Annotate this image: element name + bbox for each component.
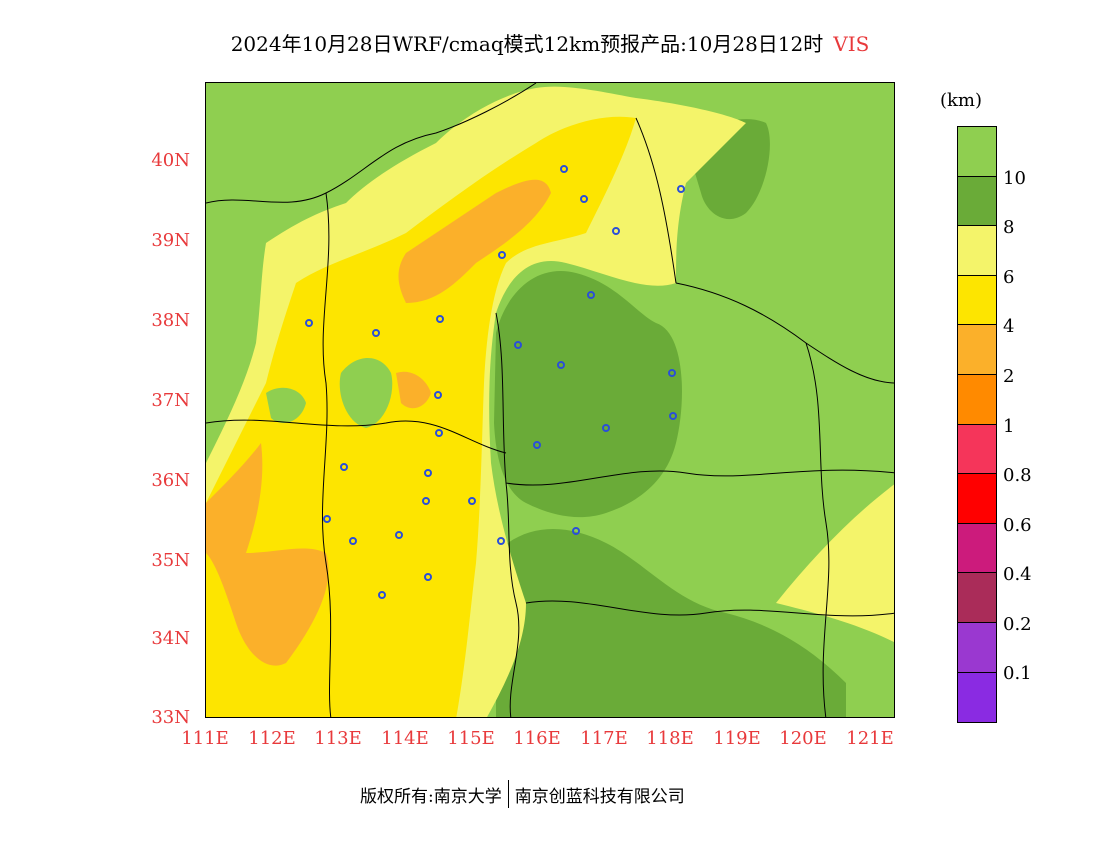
lon-label-118e: 118E: [646, 728, 694, 749]
city-marker: [514, 341, 522, 349]
lon-label-117e: 117E: [580, 728, 628, 749]
footer-divider: [507, 780, 509, 808]
region-vis-8-10-south: [496, 529, 846, 717]
lat-label-39n: 39N: [151, 230, 190, 251]
city-marker: [424, 469, 432, 477]
legend-label-2: 2: [1003, 366, 1015, 387]
legend-swatch-7: [958, 474, 996, 524]
city-marker: [580, 195, 588, 203]
city-marker: [612, 227, 620, 235]
city-marker: [668, 369, 676, 377]
city-marker: [434, 391, 442, 399]
colorbar: [957, 126, 997, 724]
lon-label-113e: 113E: [314, 728, 362, 749]
lat-label-37n: 37N: [151, 390, 190, 411]
city-marker: [378, 591, 386, 599]
lon-label-111e: 111E: [181, 728, 229, 749]
legend-swatch-0: [958, 127, 996, 177]
city-marker: [498, 251, 506, 259]
lon-label-119e: 119E: [713, 728, 761, 749]
legend-swatch-2: [958, 226, 996, 276]
lon-label-115e: 115E: [447, 728, 495, 749]
legend-label-0-4: 0.4: [1003, 564, 1032, 585]
legend-label-10: 10: [1003, 168, 1026, 189]
visibility-map: [205, 82, 895, 718]
map-title: 2024年10月28日WRF/cmaq模式12km预报产品:10月28日12时 V…: [0, 28, 1100, 57]
legend-swatch-10: [958, 622, 996, 673]
city-marker: [424, 573, 432, 581]
legend-label-8: 8: [1003, 217, 1015, 238]
legend-label-0-6: 0.6: [1003, 515, 1032, 536]
legend-swatch-11: [958, 672, 996, 723]
legend-label-0-8: 0.8: [1003, 465, 1032, 486]
legend-swatch-6: [958, 424, 996, 475]
city-marker: [305, 319, 313, 327]
city-marker: [340, 463, 348, 471]
lat-label-36n: 36N: [151, 470, 190, 491]
city-marker: [587, 291, 595, 299]
legend-unit: (km): [940, 90, 983, 111]
legend-swatch-4: [958, 325, 996, 375]
city-marker: [323, 515, 331, 523]
city-markers: [305, 165, 685, 599]
region-vis-gt10-pocket-2: [266, 387, 306, 423]
region-vis-2-4-north: [398, 179, 551, 303]
city-marker: [435, 429, 443, 437]
city-marker: [395, 531, 403, 539]
lon-label-114e: 114E: [381, 728, 429, 749]
region-vis-6-8-east: [776, 484, 894, 643]
lon-label-121e: 121E: [846, 728, 894, 749]
legend-swatch-8: [958, 523, 996, 574]
region-vis-8-10-central: [494, 271, 682, 518]
boundaries: [206, 83, 894, 717]
visibility-map-canvas: [206, 83, 894, 717]
city-marker: [372, 329, 380, 337]
region-vis-2-4-west: [206, 443, 329, 666]
city-marker: [533, 441, 541, 449]
legend-label-6: 6: [1003, 267, 1015, 288]
legend-swatch-1: [958, 176, 996, 227]
lat-label-34n: 34N: [151, 628, 190, 649]
variable-label: VIS: [833, 32, 870, 56]
city-marker: [572, 527, 580, 535]
region-vis-2-4-center: [396, 371, 431, 409]
legend-label-4: 4: [1003, 316, 1015, 337]
city-marker: [560, 165, 568, 173]
city-marker: [669, 412, 677, 420]
legend-label-1: 1: [1003, 416, 1015, 437]
legend-swatch-9: [958, 573, 996, 623]
city-marker: [677, 185, 685, 193]
lon-label-112e: 112E: [248, 728, 296, 749]
lon-label-116e: 116E: [513, 728, 561, 749]
city-marker: [436, 315, 444, 323]
title-text: 2024年10月28日WRF/cmaq模式12km预报产品:10月28日12时: [230, 32, 824, 56]
city-marker: [349, 537, 357, 545]
lat-label-33n: 33N: [151, 707, 190, 728]
city-marker: [497, 537, 505, 545]
copyright-text: 版权所有:南京大学: [360, 786, 502, 807]
legend-label-0-2: 0.2: [1003, 614, 1032, 635]
city-marker: [468, 497, 476, 505]
city-marker: [557, 361, 565, 369]
legend-swatch-3: [958, 275, 996, 326]
city-marker: [422, 497, 430, 505]
lat-label-38n: 38N: [151, 310, 190, 331]
lat-label-35n: 35N: [151, 550, 190, 571]
city-marker: [602, 424, 610, 432]
legend-label-0-1: 0.1: [1003, 663, 1032, 684]
legend-swatch-5: [958, 374, 996, 425]
company-text: 南京创蓝科技有限公司: [514, 786, 685, 807]
footer: 版权所有:南京大学 南京创蓝科技有限公司: [360, 780, 685, 808]
lon-label-120e: 120E: [779, 728, 827, 749]
region-vis-gt10-pocket-1: [339, 358, 393, 428]
lat-label-40n: 40N: [151, 150, 190, 171]
